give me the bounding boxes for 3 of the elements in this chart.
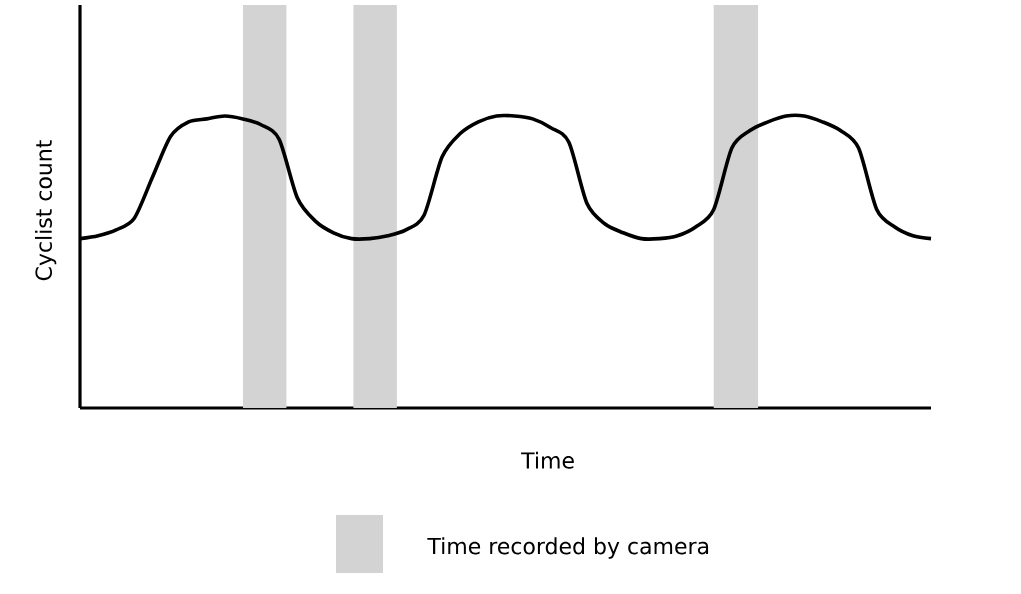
x-axis-title: Time bbox=[521, 451, 574, 469]
text: Time recorded by camera bbox=[427, 537, 709, 559]
y-axis-title: Cyclist count bbox=[34, 140, 57, 281]
